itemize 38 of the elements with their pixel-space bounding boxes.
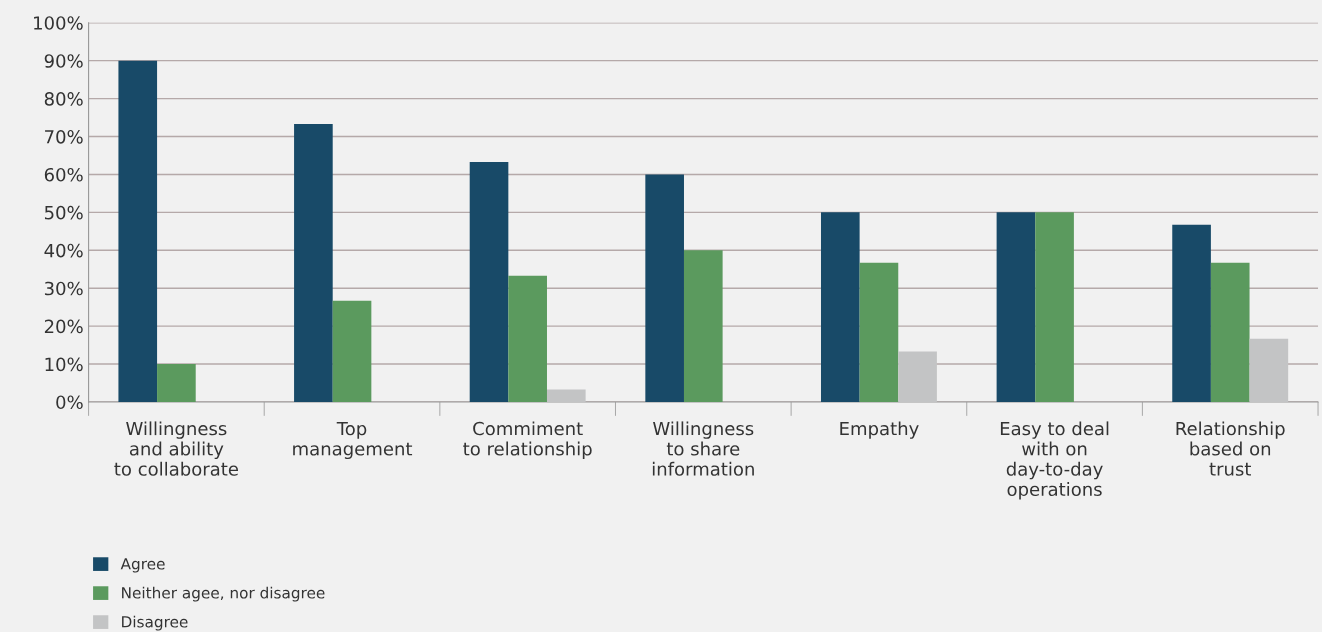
y-tick-label: 100%: [34, 16, 83, 30]
y-tick-label: 70%: [45, 129, 83, 144]
x-tick-label: Commiment to relationship: [463, 421, 592, 460]
y-tick-label: 40%: [44, 243, 83, 258]
legend-label: Agree: [120, 558, 165, 573]
x-tick-label: Willingness to share information: [652, 421, 754, 476]
legend-label: Disagree: [122, 615, 188, 631]
x-tick-label: Relationship based on trust: [1176, 421, 1285, 476]
bar: [1035, 212, 1074, 402]
bar: [546, 389, 586, 402]
bar: [898, 351, 937, 402]
x-tick-label: Willingness and ability to collaborate: [114, 421, 238, 476]
y-tick-label: 10%: [45, 357, 83, 372]
bar: [157, 364, 196, 402]
bar: [996, 212, 1036, 402]
y-tick-label: 20%: [44, 319, 83, 334]
bar: [294, 124, 333, 402]
bar: [508, 275, 547, 402]
y-tick-label: 60%: [44, 167, 83, 182]
x-tick-label: Top management: [293, 421, 413, 460]
bar: [118, 60, 158, 402]
bar: [683, 250, 723, 402]
legend-label: Neither agee, nor disagree: [122, 586, 325, 602]
bar: [1249, 338, 1289, 402]
x-tick-label: Easy to deal with on day-to-day operations: [1000, 421, 1109, 500]
x-tick-label: Empathy: [840, 421, 919, 439]
bar: [1172, 224, 1211, 402]
bar: [645, 174, 684, 402]
bar: [469, 161, 509, 402]
y-tick-label: 50%: [44, 205, 83, 220]
bar: [820, 212, 860, 402]
bar: [332, 300, 372, 402]
y-tick-label: 0%: [56, 395, 83, 410]
y-tick-label: 80%: [44, 92, 83, 106]
bar: [859, 262, 899, 402]
y-tick-label: 30%: [44, 281, 83, 296]
bar: [1210, 262, 1250, 402]
y-tick-label: 90%: [44, 54, 83, 68]
